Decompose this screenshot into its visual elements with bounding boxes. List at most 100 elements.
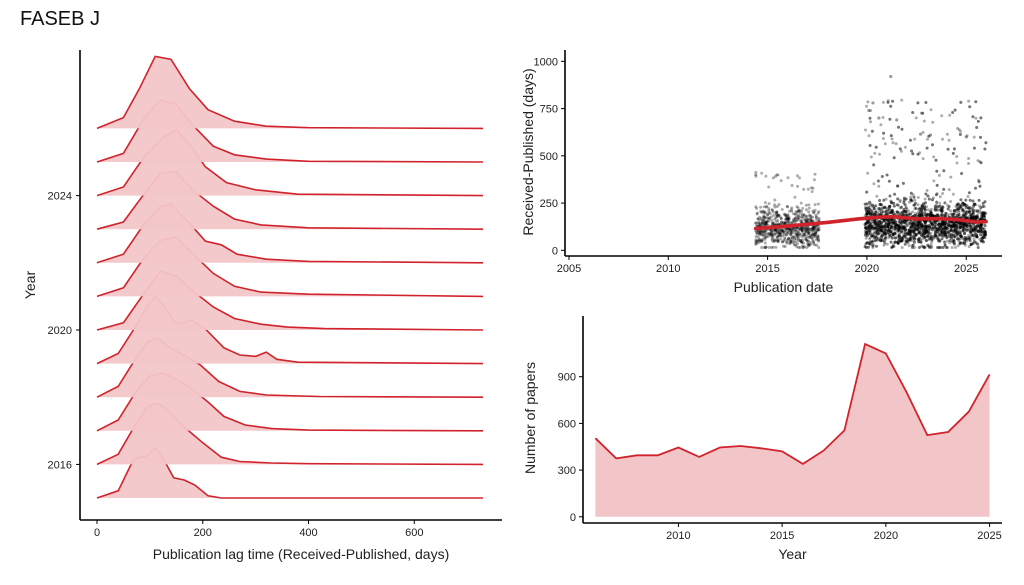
scatter-point — [811, 240, 815, 244]
scatter-point — [968, 206, 972, 210]
scatter-point — [755, 231, 759, 235]
scatter-point — [940, 231, 944, 235]
scatter-point — [983, 224, 987, 228]
scatter-point — [813, 232, 817, 236]
scatter-point — [903, 231, 907, 235]
scatter-point — [784, 217, 788, 221]
scatter-point — [970, 227, 974, 231]
scatter-point — [924, 192, 928, 196]
scatter-point — [948, 224, 951, 228]
scatter-point — [763, 246, 767, 249]
scatter-point — [790, 235, 794, 238]
scatter-point — [968, 210, 971, 214]
scatter-point — [754, 173, 758, 177]
scatter-point — [875, 222, 879, 226]
scatter-point — [900, 210, 904, 214]
scatter-point — [868, 229, 872, 233]
papers-y-tick-label: 0 — [570, 512, 576, 524]
scatter-point — [811, 232, 814, 236]
scatter-point — [961, 228, 965, 232]
scatter-point — [909, 191, 913, 195]
scatter-point — [952, 223, 956, 227]
scatter-point — [910, 222, 914, 226]
papers-y-tick-label: 600 — [558, 418, 576, 430]
scatter-point — [932, 179, 936, 183]
ridge-y-tick-label: 2024 — [48, 191, 72, 203]
scatter-point — [804, 226, 808, 230]
scatter-point — [796, 230, 800, 234]
scatter-point — [759, 205, 763, 209]
scatter-point — [976, 216, 980, 219]
scatter-point — [930, 238, 934, 242]
scatter-point — [911, 243, 915, 247]
scatter-point — [774, 229, 777, 232]
scatter-point — [876, 229, 880, 233]
scatter-point — [780, 229, 784, 233]
scatter-point — [779, 217, 783, 221]
scatter-point — [799, 226, 803, 230]
scatter-point — [787, 216, 791, 220]
scatter-point — [945, 246, 949, 249]
scatter-point — [809, 218, 813, 222]
scatter-point — [805, 228, 809, 232]
scatter-point — [793, 212, 797, 216]
scatter-point — [801, 246, 805, 249]
scatter-point — [918, 212, 922, 216]
scatter-point — [928, 246, 932, 249]
scatter-point — [975, 126, 979, 129]
scatter-point — [971, 115, 975, 119]
scatter-point — [769, 215, 773, 219]
scatter-point — [974, 227, 978, 231]
scatter-point — [882, 231, 886, 235]
scatter-point — [806, 217, 810, 221]
scatter-point — [938, 224, 941, 228]
scatter-point — [883, 236, 887, 240]
scatter-point — [961, 213, 965, 217]
scatter-point — [774, 211, 778, 215]
scatter-point — [927, 228, 931, 232]
scatter-point — [955, 213, 959, 217]
scatter-point — [953, 235, 957, 239]
scatter-point — [976, 209, 980, 213]
scatter-point — [928, 133, 933, 137]
scatter-point — [890, 246, 894, 249]
scatter-point — [916, 225, 920, 229]
scatter-point — [764, 205, 768, 209]
scatter-point — [895, 210, 899, 214]
scatter-point — [896, 210, 900, 214]
scatter-point — [889, 104, 893, 108]
scatter-point — [790, 206, 794, 210]
scatter-point — [815, 229, 819, 233]
scatter-point — [883, 232, 887, 236]
scatter-point — [815, 238, 818, 242]
scatter-point — [918, 209, 922, 213]
scatter-point — [895, 118, 899, 122]
scatter-point — [918, 220, 922, 224]
scatter-point — [958, 226, 962, 230]
scatter-point — [778, 231, 782, 235]
scatter-point — [766, 217, 770, 221]
scatter-point — [950, 220, 954, 224]
scatter-point — [755, 212, 759, 216]
scatter-point — [791, 227, 795, 230]
scatter-point — [972, 228, 976, 232]
scatter-point — [974, 217, 978, 221]
scatter-point — [968, 105, 972, 109]
scatter-point — [891, 220, 895, 224]
scatter-point — [755, 224, 759, 228]
scatter-point — [889, 134, 893, 138]
papers-x-tick-label: 2010 — [666, 530, 690, 542]
scatter-point — [949, 220, 953, 224]
scatter-point — [918, 206, 922, 210]
scatter-point — [811, 226, 815, 230]
scatter-point — [921, 157, 925, 161]
scatter-point — [935, 169, 939, 173]
scatter-point — [959, 222, 963, 226]
scatter-point — [755, 232, 759, 236]
scatter-point — [981, 201, 985, 205]
scatter-point — [941, 246, 945, 249]
scatter-point — [889, 218, 893, 221]
scatter-point — [796, 230, 800, 234]
scatter-point — [763, 215, 767, 219]
scatter-point — [891, 99, 895, 103]
